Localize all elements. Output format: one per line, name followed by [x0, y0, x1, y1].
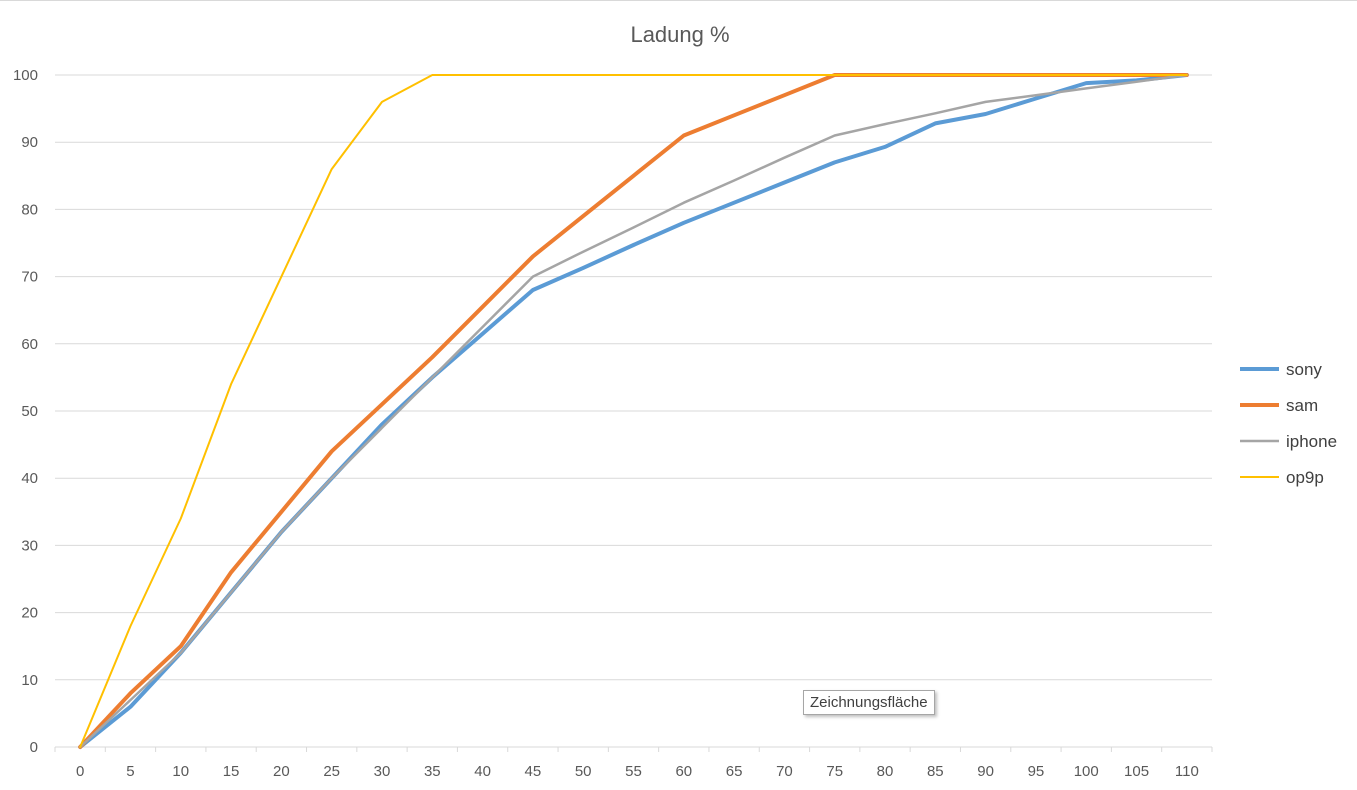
x-tick-label: 50 [575, 763, 592, 780]
x-tick-label: 90 [977, 763, 994, 780]
chart-title: Ladung % [630, 22, 729, 47]
series-lines [78, 73, 1189, 749]
x-tick-label: 10 [172, 763, 189, 780]
x-tick-label: 110 [1175, 763, 1199, 780]
legend: sony sam iphone op9p [1240, 360, 1337, 487]
x-tick-label: 40 [474, 763, 491, 780]
x-tick-label: 85 [927, 763, 944, 780]
series-line-op9p [79, 74, 1188, 748]
y-tick-label: 100 [13, 67, 38, 84]
x-tick-label: 35 [424, 763, 441, 780]
x-tick-label: 65 [726, 763, 743, 780]
y-tick-label: 20 [21, 605, 38, 622]
x-tick-label: 15 [223, 763, 240, 780]
x-tick-label: 20 [273, 763, 290, 780]
x-tick-label: 95 [1028, 763, 1045, 780]
x-tick-label: 0 [76, 763, 84, 780]
series-line-iphone [78, 73, 1189, 749]
x-tick-label: 25 [323, 763, 340, 780]
legend-label-op9p: op9p [1286, 468, 1324, 487]
y-tick-label: 60 [21, 336, 38, 353]
legend-label-sony: sony [1286, 360, 1322, 379]
x-tick-label: 60 [675, 763, 692, 780]
x-tick-label: 30 [374, 763, 391, 780]
y-tick-label: 90 [21, 134, 38, 151]
y-tick-label: 70 [21, 269, 38, 286]
y-tick-label: 0 [30, 739, 38, 756]
legend-label-sam: sam [1286, 396, 1318, 415]
y-tick-label: 40 [21, 470, 38, 487]
x-tick-label: 5 [126, 763, 134, 780]
gridlines [55, 74, 1212, 681]
x-tick-label: 80 [877, 763, 894, 780]
top-border [0, 0, 1357, 1]
x-tick-label: 70 [776, 763, 793, 780]
x-tick-label: 55 [625, 763, 642, 780]
x-tick-label: 105 [1124, 763, 1149, 780]
y-tick-label: 80 [21, 201, 38, 218]
x-tick-label: 100 [1074, 763, 1099, 780]
x-tick-label: 75 [826, 763, 843, 780]
y-tick-label: 10 [21, 672, 38, 689]
x-tick-label: 45 [525, 763, 542, 780]
y-tick-label: 50 [21, 403, 38, 420]
plot-area-tooltip: Zeichnungsfläche [803, 690, 935, 715]
axes: 0 10 20 30 40 50 60 70 80 90 100 0 5 10 15 20 25 30 35 40 45… [13, 67, 1213, 780]
legend-label-iphone: iphone [1286, 432, 1337, 451]
y-tick-label: 30 [21, 537, 38, 554]
